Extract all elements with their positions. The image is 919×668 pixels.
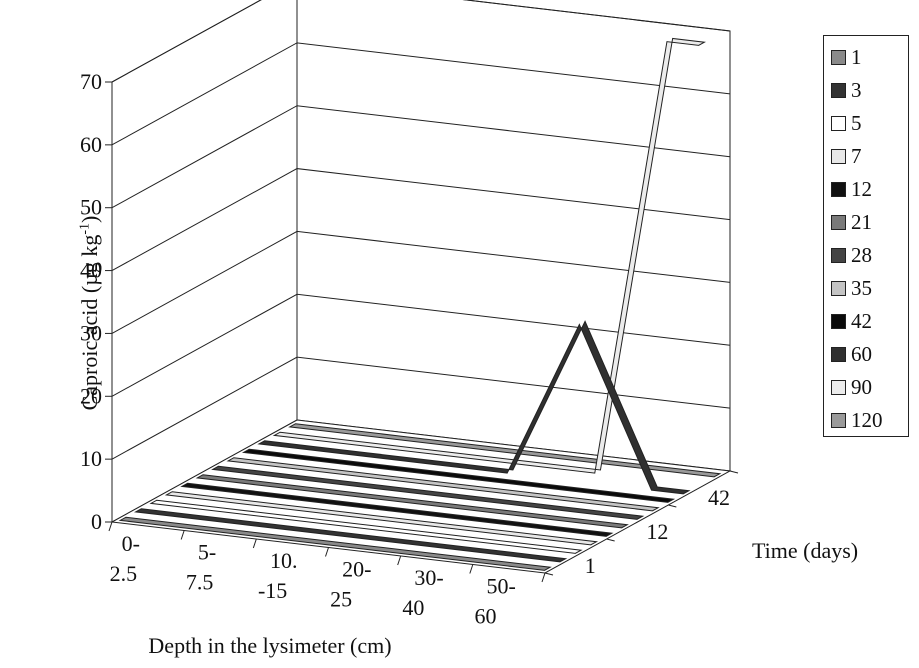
legend-swatch bbox=[831, 181, 846, 197]
x-tick bbox=[180, 530, 185, 540]
y-tick-label: 0 bbox=[91, 509, 102, 534]
chart-axis-ticks bbox=[105, 81, 739, 583]
gridline bbox=[111, 168, 731, 272]
legend-swatch bbox=[831, 49, 846, 65]
legend-swatch bbox=[831, 148, 846, 164]
y-tick-label: 10 bbox=[80, 446, 102, 471]
x-tick-label: 0-2.5 bbox=[110, 531, 140, 586]
legend-swatch bbox=[831, 313, 846, 329]
legend-item: 42 bbox=[831, 306, 872, 336]
series-35-ribbon bbox=[226, 457, 660, 512]
y-tick-label: 70 bbox=[80, 69, 102, 94]
z-tick-label: 42 bbox=[708, 485, 730, 510]
legend-item: 12 bbox=[831, 174, 872, 204]
series-1-ribbon bbox=[118, 516, 552, 571]
x-tick-label: 5-7.5 bbox=[186, 540, 216, 595]
x-tick-label: 50-60 bbox=[474, 574, 515, 629]
legend-swatch bbox=[831, 412, 846, 428]
legend-swatch bbox=[831, 82, 846, 98]
legend-item: 28 bbox=[831, 240, 872, 270]
gridline bbox=[111, 356, 731, 460]
legend-label: 12 bbox=[851, 176, 872, 201]
x-tick bbox=[469, 564, 474, 574]
gridline bbox=[111, 42, 731, 146]
series-3-ribbon bbox=[133, 508, 568, 563]
y-axis-label: Caproic acid (µg kg-1) bbox=[77, 215, 102, 411]
y-tick-label: 40 bbox=[80, 258, 102, 283]
x-tick-label: 10. -15 bbox=[258, 548, 298, 603]
legend-swatch bbox=[831, 379, 846, 395]
x-tick-label: 20-25 bbox=[330, 557, 371, 612]
series-60-ribbon bbox=[257, 320, 691, 495]
gridline bbox=[111, 230, 731, 334]
gridline bbox=[111, 0, 731, 83]
y-tick-label: 30 bbox=[80, 320, 102, 345]
legend-label: 21 bbox=[851, 209, 872, 234]
x-tick bbox=[252, 538, 257, 549]
y-tick-label: 50 bbox=[80, 195, 102, 220]
x-tick-label: 30-40 bbox=[402, 565, 443, 620]
legend-label: 28 bbox=[851, 242, 872, 267]
x-tick bbox=[108, 521, 113, 532]
series-42-ribbon bbox=[241, 448, 676, 503]
series-90-ribbon bbox=[272, 37, 707, 474]
legend-item: 90 bbox=[831, 372, 872, 402]
legend-item: 5 bbox=[831, 108, 862, 138]
y-tick-label: 60 bbox=[80, 132, 102, 157]
legend-item: 35 bbox=[831, 273, 872, 303]
legend-label: 90 bbox=[851, 374, 872, 399]
y-tick-label: 20 bbox=[80, 383, 102, 408]
legend-label: 1 bbox=[851, 44, 862, 69]
legend-label: 60 bbox=[851, 341, 872, 366]
legend-label: 5 bbox=[851, 110, 862, 135]
legend-swatch bbox=[831, 346, 846, 362]
legend-label: 42 bbox=[851, 308, 872, 333]
series-28-ribbon bbox=[211, 465, 645, 520]
legend-item: 21 bbox=[831, 207, 872, 237]
z-tick-label: 1 bbox=[585, 553, 596, 578]
legend-item: 3 bbox=[831, 75, 862, 105]
z-tick-label: 12 bbox=[646, 519, 668, 544]
x-tick bbox=[541, 572, 546, 583]
z-axis-label: Time (days) bbox=[752, 538, 859, 563]
legend-item: 1 bbox=[831, 42, 862, 72]
gridline bbox=[111, 105, 731, 209]
x-tick bbox=[397, 555, 402, 566]
chart-series bbox=[118, 37, 722, 571]
chart-gridlines bbox=[111, 0, 731, 460]
legend-item: 60 bbox=[831, 339, 872, 369]
legend-swatch bbox=[831, 247, 846, 263]
legend-label: 3 bbox=[851, 77, 862, 102]
z-tick bbox=[606, 538, 615, 542]
z-tick bbox=[544, 572, 554, 576]
legend-label: 7 bbox=[851, 143, 862, 168]
legend-item: 7 bbox=[831, 141, 862, 171]
series-12-ribbon bbox=[180, 482, 614, 537]
x-axis-label: Depth in the lysimeter (cm) bbox=[148, 633, 392, 658]
chart-tick-labels: 0 10 20 30 40 50 60 70 0-2.5 5-7.5 10. -15 20-25 30-4… bbox=[80, 69, 730, 629]
z-tick bbox=[668, 504, 677, 508]
series-21-ribbon bbox=[195, 474, 629, 529]
legend-swatch bbox=[831, 280, 846, 296]
legend-label: 35 bbox=[851, 275, 872, 300]
series-5-ribbon bbox=[149, 499, 583, 554]
legend-label: 120 bbox=[851, 407, 883, 432]
legend-item: 120 bbox=[831, 405, 883, 435]
x-tick bbox=[325, 547, 329, 557]
series-7-ribbon bbox=[164, 491, 599, 546]
series-120-ribbon bbox=[288, 423, 722, 478]
z-tick bbox=[729, 470, 739, 474]
chart-legend: 1 3 5 7 12 21 28 35 42 60 90 120 bbox=[823, 35, 909, 437]
legend-swatch bbox=[831, 214, 846, 230]
legend-swatch bbox=[831, 115, 846, 131]
